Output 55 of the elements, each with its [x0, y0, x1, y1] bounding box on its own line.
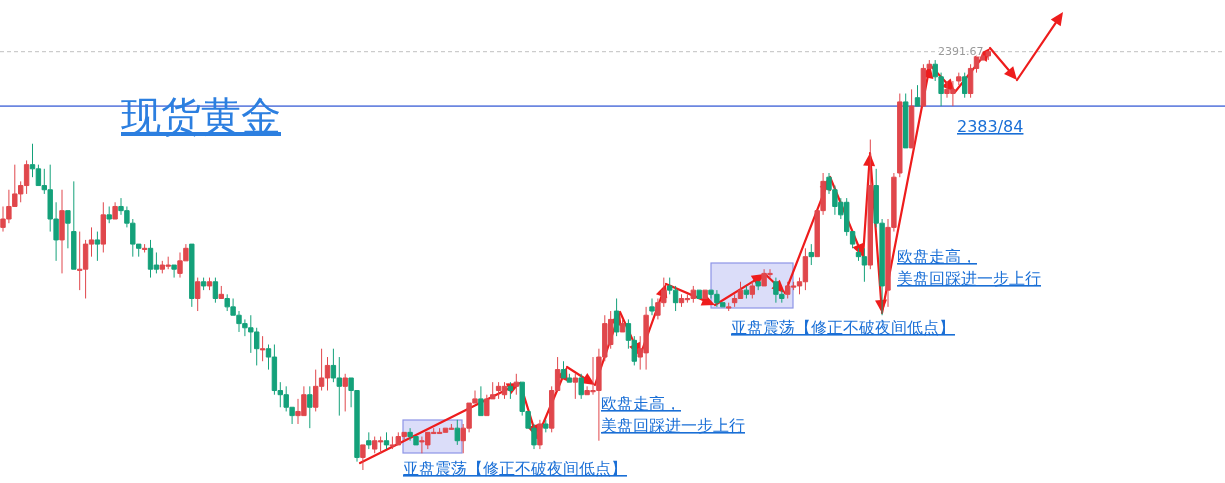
candlestick [383, 431, 390, 450]
candlestick [478, 385, 484, 417]
candlestick [100, 201, 106, 253]
candlestick [218, 285, 224, 299]
candlestick [897, 93, 903, 178]
candlestick [195, 277, 201, 312]
annotation: 亚盘震荡【修正不破夜间低点】 [403, 459, 627, 478]
candlestick [743, 285, 750, 299]
candlestick [112, 201, 118, 220]
candlestick [808, 243, 814, 266]
candlestick [259, 335, 266, 362]
candlestick [206, 277, 213, 291]
candlestick [613, 298, 620, 337]
candlestick [106, 205, 112, 224]
candlestick [543, 419, 549, 433]
annotation: 美盘回踩进一步上行 [897, 269, 1041, 288]
candlestick [572, 373, 578, 400]
candlestick [696, 289, 702, 299]
candlestick [578, 373, 584, 400]
candlestick [908, 88, 915, 149]
candlestick [914, 84, 921, 107]
title: 现货黄金 [121, 93, 281, 139]
candlestick [454, 419, 460, 446]
candlestick [726, 302, 732, 312]
candlestick [903, 93, 909, 149]
candlestick [867, 139, 873, 270]
candlestick [749, 281, 755, 299]
candlestick [307, 385, 313, 429]
candlestick [537, 419, 543, 450]
candlestick [619, 318, 626, 333]
candlestick [507, 381, 514, 400]
candlestick [962, 72, 968, 99]
candlestick [212, 277, 219, 304]
candlestick [200, 277, 207, 291]
candlestick [513, 373, 519, 396]
annotation: 2391.67 [938, 45, 984, 58]
candlestick [360, 444, 366, 471]
candlestick [755, 281, 761, 291]
candlestick [956, 72, 962, 86]
annotation: 2383/84 [957, 117, 1024, 136]
candlestick [171, 264, 177, 279]
candlestick [366, 431, 372, 450]
candlestick [65, 210, 71, 249]
candlestick [342, 373, 348, 412]
annotation: 欧盘走高， [897, 247, 977, 266]
candlestick [59, 189, 65, 274]
candlestick [71, 180, 77, 270]
annotation: 亚盘震荡【修正不破夜间低点】 [731, 318, 955, 337]
candlestick [94, 231, 101, 262]
candlestick [189, 243, 195, 308]
candlestick [702, 289, 708, 299]
candlestick [649, 298, 655, 316]
candlestick [141, 243, 148, 253]
annotation: 欧盘走高， [601, 394, 681, 413]
annotation: 美盘回踩进一步上行 [601, 416, 745, 435]
